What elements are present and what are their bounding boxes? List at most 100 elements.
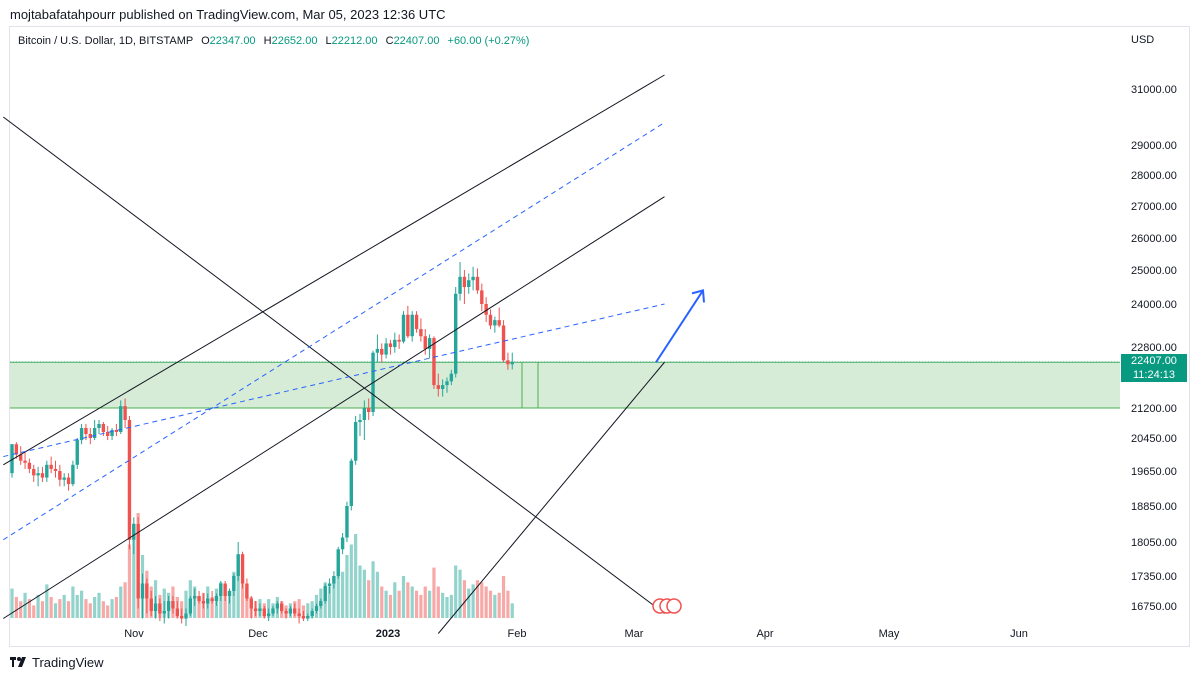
candle-body — [119, 406, 123, 432]
bar-countdown: 11:24:13 — [1132, 369, 1175, 381]
price-tick-label: 24000.00 — [1131, 299, 1177, 311]
event-marker-icon — [666, 598, 682, 614]
volume-bar — [240, 580, 245, 618]
volume-bar — [375, 571, 379, 618]
time-tick-label: Feb — [508, 628, 527, 640]
volume-bar — [10, 588, 14, 618]
candle-body — [101, 424, 106, 432]
volume-bar — [414, 590, 419, 618]
volume-bar — [75, 594, 79, 618]
candle-body — [97, 424, 101, 428]
trendline-upper-channel — [3, 74, 665, 466]
candle-body — [297, 613, 301, 616]
price-tick-label: 19650.00 — [1131, 466, 1177, 478]
candle-body — [506, 360, 510, 365]
price-tick-label: 21200.00 — [1131, 403, 1177, 415]
volume-bar — [62, 594, 66, 618]
time-tick-label: Mar — [625, 628, 644, 640]
volume-bar — [306, 603, 310, 618]
projection-arrow — [652, 289, 705, 614]
candle-body — [197, 596, 201, 601]
candle-body — [210, 598, 214, 601]
volume-bar — [380, 586, 384, 618]
volume-bar — [32, 605, 36, 618]
candle-body — [45, 464, 49, 478]
candle-body — [345, 506, 349, 538]
candle-body — [271, 608, 275, 614]
volume-bar — [445, 597, 449, 618]
support-zone-fill — [10, 362, 1120, 408]
volume-bar — [475, 580, 480, 618]
candle-body — [306, 616, 310, 619]
candle-body — [484, 304, 488, 315]
volume-bar — [101, 601, 105, 618]
candle-body — [232, 576, 236, 591]
volume-bar — [197, 597, 201, 618]
trendline-lower-channel — [3, 196, 665, 619]
volume-bar — [341, 571, 345, 618]
candle-body — [201, 601, 206, 604]
symbol-legend: Bitcoin / U.S. Dollar, 1D, BITSTAMP O223… — [18, 35, 529, 47]
symbol-name: Bitcoin / U.S. Dollar, 1D, BITSTAMP — [18, 35, 194, 47]
volume-bar — [393, 582, 397, 618]
price-tick-label: 18850.00 — [1131, 501, 1177, 513]
price-tick-label: 22800.00 — [1131, 342, 1177, 354]
candle-body — [123, 406, 127, 420]
candle-body — [106, 432, 110, 436]
candle-body — [414, 314, 419, 330]
volume-bar — [49, 597, 53, 618]
volume-bar — [401, 576, 406, 618]
volume-bar — [23, 592, 27, 618]
time-tick-label: May — [879, 628, 900, 640]
tradingview-footer[interactable]: TradingView — [10, 655, 104, 670]
candle-body — [462, 276, 467, 287]
price-axis: USD 31000.00 29000.00 28000.00 27000.00 26000… — [1131, 34, 1177, 613]
open-value: 22347.00 — [209, 35, 256, 47]
candle-body — [184, 613, 188, 619]
price-tick-label: 29000.00 — [1131, 140, 1177, 152]
volume-bar — [384, 590, 388, 618]
volume-bar — [245, 588, 249, 618]
volume-bar — [84, 599, 88, 618]
volume-bar — [406, 582, 410, 618]
volume-bar — [493, 594, 497, 618]
price-tick-label: 27000.00 — [1131, 201, 1177, 213]
volume-bar — [397, 590, 401, 618]
candle-body — [27, 462, 32, 469]
volume-bar — [19, 601, 23, 618]
candle-body — [114, 430, 119, 432]
candle-body — [36, 473, 40, 476]
volume-bar — [349, 544, 353, 618]
volume-bar — [93, 597, 97, 618]
change-value: +60.00 (+0.27%) — [447, 35, 530, 47]
volume-bar — [358, 565, 362, 618]
candle-body — [280, 603, 284, 611]
volume-bar — [88, 603, 92, 618]
candle-body — [153, 603, 158, 611]
volume-bar — [467, 588, 471, 618]
volume-bar — [223, 594, 227, 618]
time-tick-label: 2023 — [376, 628, 400, 640]
close-value: 22407.00 — [393, 35, 440, 47]
time-tick-label: Dec — [248, 628, 268, 640]
volume-bar — [436, 586, 440, 618]
price-tick-label: 25000.00 — [1131, 265, 1177, 277]
volume-bar — [184, 590, 188, 618]
candle-body — [32, 468, 36, 476]
time-tick-label: Nov — [124, 628, 144, 640]
volume-bar — [428, 590, 432, 618]
candle-body — [362, 408, 367, 420]
candle-body — [323, 586, 327, 601]
volume-bar — [432, 567, 436, 618]
chart-frame[interactable] — [9, 26, 1190, 647]
candle-body — [401, 314, 406, 342]
volume-bar — [510, 603, 514, 618]
tradingview-logo-icon — [10, 656, 26, 667]
time-tick-label: Apr — [756, 628, 773, 640]
publish-info: mojtabafatahpourr published on TradingVi… — [10, 7, 446, 22]
volume-bar — [449, 594, 453, 618]
price-tick-label: 18050.00 — [1131, 537, 1177, 549]
candle-body — [262, 608, 266, 616]
volume-bar — [110, 599, 114, 618]
